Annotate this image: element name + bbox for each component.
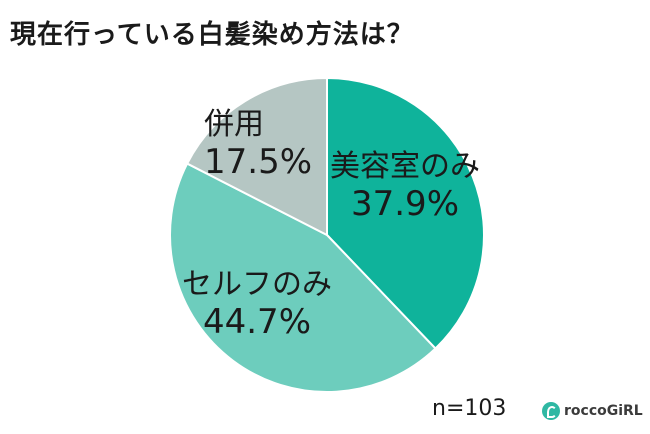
brand-logo: roccoGiRL [542, 402, 643, 420]
sample-size: n=103 [432, 396, 507, 421]
slice-label-self: セルフのみ 44.7% [182, 267, 332, 342]
brand-logo-text: roccoGiRL [564, 403, 643, 419]
slice-pct-salon: 37.9% [350, 183, 459, 224]
slice-name-self: セルフのみ [182, 267, 332, 302]
slice-label-salon: 美容室のみ 37.9% [330, 149, 480, 224]
chart-title: 現在行っている白髪染め方法は？ [10, 20, 414, 50]
slice-pct-both: 17.5% [204, 141, 313, 182]
pie-slice-self [169, 162, 437, 393]
slice-pct-self: 44.7% [202, 301, 311, 342]
slice-name-salon: 美容室のみ [330, 149, 480, 184]
pie-slice-both [185, 76, 328, 237]
pie-slice-salon [326, 76, 485, 350]
slice-name-both: 併用 [204, 107, 264, 142]
brand-logo-icon [542, 402, 560, 420]
slice-label-both: 併用 17.5% [204, 107, 313, 182]
